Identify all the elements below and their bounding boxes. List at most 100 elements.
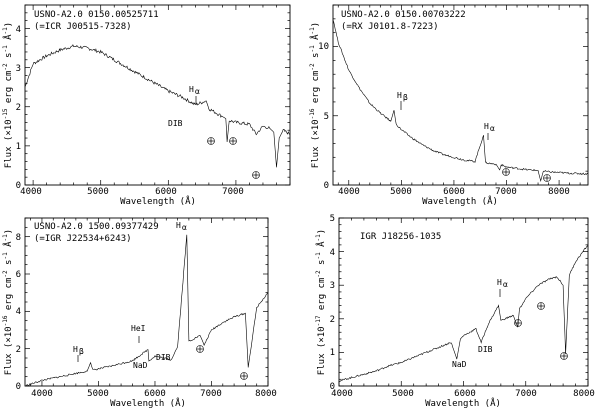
panel-title-line-2: (=ICR J00515-7328)	[34, 22, 132, 32]
telluric-symbol-icon	[502, 168, 510, 176]
y-title-exp: -1	[2, 252, 9, 260]
x-tick-label: 4000	[20, 187, 42, 197]
x-tick-label: 4000	[338, 187, 360, 197]
y-title-part: erg cm	[4, 71, 14, 109]
y-title-part: Flux (×10	[4, 326, 14, 375]
y-title-part: )	[311, 22, 321, 27]
label-nad: NaD	[133, 361, 148, 370]
panel-4: IGR J18256-1035 4000 5000 6000 7000 8000…	[315, 214, 595, 409]
label-nad: NaD	[452, 360, 467, 369]
y-tick-label: 0	[330, 382, 335, 392]
x-tick-label: 4000	[331, 389, 353, 399]
y-axis-title: Flux (×10-16 erg cm-2 s-1 Å-1)	[2, 229, 14, 375]
y-title-exp: -1	[2, 234, 9, 242]
y-title-part: s	[4, 53, 14, 64]
y-title-exp: -1	[309, 27, 316, 35]
y-title-exp: -1	[309, 45, 316, 53]
y-title-part: Flux (×10	[4, 119, 14, 168]
panel-1: USNO-A2.0 0150.00525711 (=ICR J00515-732…	[2, 4, 291, 207]
y-title-exp: -2	[2, 270, 9, 278]
x-axis-title: Wavelength (Å)	[110, 397, 186, 409]
y-title-part: )	[4, 22, 14, 27]
label-dib: DIB	[156, 353, 171, 362]
label-dib: DIB	[478, 345, 493, 354]
telluric-symbol-icon	[229, 137, 237, 145]
spectrum-line	[338, 244, 589, 382]
y-title-exp: -15	[2, 108, 9, 119]
y-title-part: Å	[315, 241, 327, 252]
y-tick-label: 6	[16, 270, 21, 280]
y-tick-label: 3	[330, 281, 335, 291]
y-title-part: Flux (×10	[311, 119, 321, 168]
y-title-exp: -16	[2, 315, 9, 326]
panel-title-line-1: USNO-A2.0 0150.00703222	[341, 10, 466, 20]
axis-ticks	[333, 4, 588, 186]
x-tick-label: 7000	[222, 187, 244, 197]
y-tick-label: 1	[330, 348, 335, 358]
y-title-part: )	[4, 229, 14, 234]
x-tick-label: 6000	[155, 187, 177, 197]
y-tick-label: 4	[16, 25, 21, 35]
x-tick-label: 6000	[144, 389, 166, 399]
telluric-symbol-icon	[252, 171, 260, 179]
y-tick-label: 5	[324, 112, 329, 122]
x-tick-label: 8000	[255, 389, 277, 399]
label-h: H	[189, 85, 194, 94]
label-h: H	[176, 221, 181, 230]
label-h: H	[497, 278, 502, 287]
y-title-part: Å	[2, 241, 14, 252]
label-hei: HeI	[131, 324, 146, 333]
y-tick-label: 0	[324, 181, 329, 191]
y-title-part: erg cm	[317, 278, 327, 316]
panel-2: USNO-A2.0 0150.00703222 (=RX J0101.8-722…	[309, 4, 589, 207]
y-axis-title: Flux (×10-15 erg cm-2 s-1 Å-1)	[2, 22, 14, 168]
axis-ticks	[338, 217, 589, 387]
x-tick-label: 8000	[548, 187, 570, 197]
y-tick-label: 5	[330, 214, 335, 224]
x-tick-label: 7000	[495, 187, 517, 197]
y-title-exp: -2	[315, 270, 322, 278]
telluric-symbol-icon	[240, 372, 248, 380]
telluric-symbol-icon	[207, 137, 215, 145]
label-alpha: α	[182, 223, 187, 232]
label-beta: β	[403, 93, 408, 102]
label-h: H	[484, 122, 489, 131]
telluric-symbol-icon	[196, 345, 204, 353]
spectrum-line	[25, 234, 269, 387]
y-title-part: erg cm	[311, 71, 321, 109]
telluric-symbol-icon	[560, 352, 568, 360]
label-h: H	[397, 91, 402, 100]
x-tick-label: 5000	[87, 389, 109, 399]
axis-ticks	[25, 4, 291, 186]
y-title-exp: -16	[309, 108, 316, 119]
spectrum-line	[24, 44, 290, 168]
axis-ticks	[25, 217, 269, 387]
panel-title-line-2: (=IGR J22534+6243)	[34, 234, 132, 244]
telluric-symbol-icon	[543, 174, 551, 182]
y-title-exp: -17	[315, 315, 322, 326]
y-tick-label: 1	[16, 142, 21, 152]
label-beta: β	[79, 347, 84, 356]
panel-title-line-1: IGR J18256-1035	[360, 232, 441, 242]
y-title-part: Å	[2, 34, 14, 45]
plot-frame	[332, 4, 589, 186]
y-tick-label: 0	[16, 382, 21, 392]
telluric-symbol-icon	[514, 319, 522, 327]
panel-title-line-1: USNO-A2.0 1500.09377429	[34, 222, 159, 232]
y-tick-label: 2	[16, 103, 21, 113]
x-tick-label: 6000	[454, 389, 476, 399]
y-title-exp: -1	[315, 234, 322, 242]
y-tick-label: 10	[318, 42, 329, 52]
y-tick-label: 8	[16, 233, 21, 243]
y-title-exp: -2	[309, 63, 316, 71]
y-title-part: Å	[309, 34, 321, 45]
x-tick-label: 5000	[392, 389, 414, 399]
panel-title-line-1: USNO-A2.0 0150.00525711	[34, 10, 159, 20]
panel-title-line-2: (=RX J0101.8-7223)	[341, 22, 439, 32]
y-tick-label: 4	[16, 307, 21, 317]
plot-frame	[24, 4, 291, 186]
panel-3: USNO-A2.0 1500.09377429 (=IGR J22534+624…	[2, 217, 277, 409]
x-tick-label: 5000	[390, 187, 412, 197]
y-title-part: s	[4, 260, 14, 271]
x-axis-title: Wavelength (Å)	[120, 195, 196, 207]
